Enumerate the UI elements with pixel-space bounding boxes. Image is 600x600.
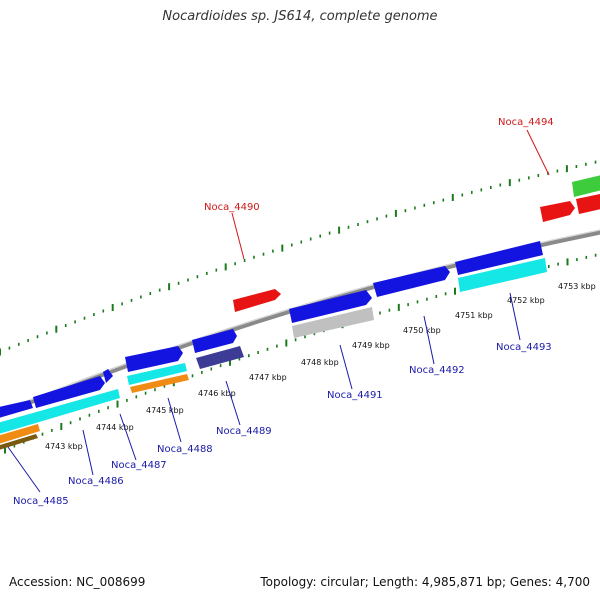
gene-label[interactable]: Noca_4486 bbox=[68, 476, 124, 487]
kbp-label: 4747 kbp bbox=[249, 373, 287, 382]
cds-feature[interactable] bbox=[0, 389, 120, 436]
gene-label[interactable]: Noca_4487 bbox=[111, 460, 167, 471]
kbp-labels: 4743 kbp 4744 kbp 4745 kbp 4746 kbp 4747… bbox=[45, 282, 596, 451]
kbp-label: 4749 kbp bbox=[352, 341, 390, 350]
kbp-label: 4744 kbp bbox=[96, 423, 134, 432]
kbp-label: 4745 kbp bbox=[146, 406, 184, 415]
cds-feature[interactable] bbox=[125, 346, 183, 372]
leader-line bbox=[225, 380, 241, 426]
gene-leader-lines bbox=[7, 129, 550, 493]
gene-label[interactable]: Noca_4488 bbox=[157, 444, 213, 455]
kbp-label: 4752 kbp bbox=[507, 296, 545, 305]
cds-feature[interactable] bbox=[192, 329, 237, 353]
kbp-label: 4746 kbp bbox=[198, 389, 236, 398]
cds-feature[interactable] bbox=[572, 173, 600, 197]
gene-label[interactable]: Noca_4491 bbox=[327, 390, 383, 401]
cds-feature[interactable] bbox=[33, 376, 105, 408]
kbp-label: 4751 kbp bbox=[455, 311, 493, 320]
cds-feature[interactable] bbox=[289, 290, 372, 323]
cds-feature[interactable] bbox=[130, 374, 189, 393]
leader-line bbox=[339, 344, 353, 390]
kbp-label: 4753 kbp bbox=[558, 282, 596, 291]
leader-line bbox=[509, 292, 521, 341]
gene-labels: Noca_4485 Noca_4486 Noca_4487 Noca_4488 … bbox=[13, 117, 554, 507]
accession-text: Accession: NC_008699 bbox=[9, 575, 146, 589]
cds-feature[interactable] bbox=[0, 434, 38, 452]
kbp-label: 4743 kbp bbox=[45, 442, 83, 451]
gene-label[interactable]: Noca_4485 bbox=[13, 496, 69, 507]
cds-feature[interactable] bbox=[127, 363, 187, 385]
outer-tick-track bbox=[0, 160, 597, 356]
cds-feature[interactable] bbox=[0, 424, 40, 446]
kbp-label: 4748 kbp bbox=[301, 358, 339, 367]
cds-feature[interactable] bbox=[196, 346, 244, 369]
leader-line bbox=[82, 429, 94, 476]
leader-line bbox=[231, 212, 245, 260]
feature-track bbox=[0, 173, 600, 452]
cds-feature[interactable] bbox=[576, 192, 600, 214]
leader-line bbox=[167, 397, 182, 443]
gene-label[interactable]: Noca_4494 bbox=[498, 117, 554, 128]
cds-feature[interactable] bbox=[455, 241, 543, 275]
gene-label[interactable]: Noca_4492 bbox=[409, 365, 465, 376]
cds-feature[interactable] bbox=[458, 258, 547, 292]
kbp-label: 4750 kbp bbox=[403, 326, 441, 335]
cds-feature[interactable] bbox=[103, 369, 113, 383]
gene-label[interactable]: Noca_4490 bbox=[204, 202, 260, 213]
leader-line bbox=[7, 446, 41, 493]
leader-line bbox=[119, 413, 137, 461]
gene-label[interactable]: Noca_4489 bbox=[216, 426, 272, 437]
leader-line bbox=[526, 129, 550, 176]
genome-summary: Topology: circular; Length: 4,985,871 bp… bbox=[260, 575, 590, 589]
cds-feature[interactable] bbox=[292, 307, 374, 338]
cds-feature[interactable] bbox=[373, 266, 450, 297]
leader-line bbox=[423, 315, 435, 365]
map-title: Nocardioides sp. JS614, complete genome bbox=[162, 9, 438, 24]
cds-feature[interactable] bbox=[233, 289, 281, 312]
cds-feature[interactable] bbox=[540, 201, 575, 222]
cds-feature[interactable] bbox=[0, 400, 33, 420]
gene-label[interactable]: Noca_4493 bbox=[496, 342, 552, 353]
